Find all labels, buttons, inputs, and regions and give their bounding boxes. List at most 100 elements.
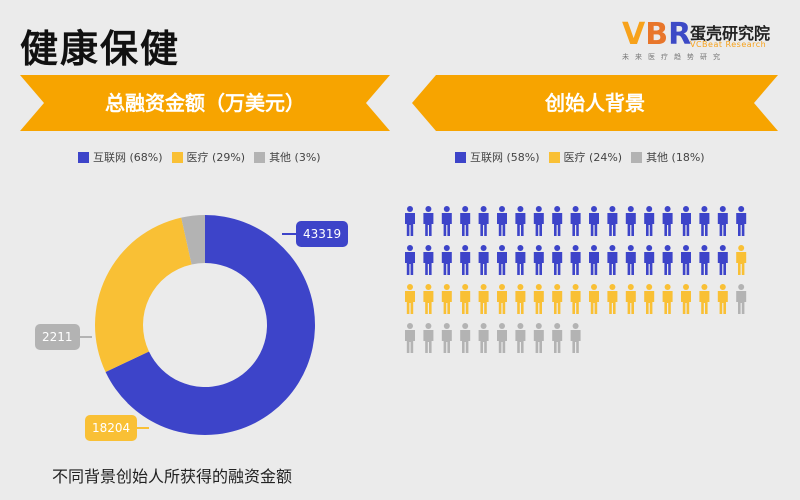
legend-swatch-other	[254, 151, 266, 163]
logo-mark-r: R	[668, 17, 692, 52]
person-icon-medical	[533, 284, 544, 314]
person-icon-internet	[589, 245, 599, 275]
person-icon-internet	[589, 206, 599, 236]
person-icon-internet	[625, 245, 636, 275]
person-icon-medical	[736, 245, 747, 275]
right-banner-title: 创始人背景	[545, 91, 645, 115]
logo-name: 蛋壳研究院	[690, 24, 771, 43]
legend-label: 互联网 (68%)	[93, 151, 163, 164]
legend-swatch-internet	[455, 151, 466, 163]
right-banner-shape	[412, 75, 778, 131]
person-icon-internet	[460, 206, 471, 236]
person-icon-internet	[736, 206, 747, 236]
person-icon-other	[405, 323, 415, 353]
left-banner-shape	[20, 75, 390, 131]
person-icon-internet	[644, 245, 655, 275]
person-icon-other	[570, 323, 581, 353]
person-icon-internet	[681, 245, 691, 275]
person-icon-internet	[644, 206, 655, 236]
person-icon-medical	[460, 284, 471, 314]
person-icon-internet	[625, 206, 636, 236]
person-icon-other	[533, 323, 544, 353]
person-icon-internet	[515, 206, 526, 236]
vcbeat-logo: VBR 蛋壳研究院 VCBeat Research 未来医疗趋势研究	[622, 18, 792, 68]
legend-swatch-medical	[171, 151, 183, 163]
legend-item-internet: 互联网 (58%)	[455, 149, 540, 165]
person-icon-internet	[607, 206, 618, 236]
person-icon-internet	[699, 206, 710, 236]
chart-caption: 不同背景创始人所获得的融资金额	[52, 467, 293, 486]
person-icon-internet	[478, 206, 489, 236]
person-icon-internet	[515, 245, 526, 275]
left-legend: 互联网 (68%) 医疗 (29%) 其他 (3%)	[78, 149, 321, 165]
person-icon-internet	[533, 245, 544, 275]
person-icon-internet	[423, 245, 434, 275]
person-icon-medical	[644, 284, 655, 314]
legend-swatch-other	[631, 151, 643, 163]
person-icon-internet	[533, 206, 544, 236]
person-icon-internet	[570, 245, 581, 275]
person-icon-internet	[423, 206, 434, 236]
legend-label: 互联网 (58%)	[470, 151, 540, 164]
right-banner: 创始人背景	[412, 75, 778, 131]
logo-mark-v: V	[622, 17, 646, 52]
left-banner-title: 总融资金额（万美元）	[105, 91, 305, 115]
person-icon-internet	[441, 206, 452, 236]
person-icon-medical	[717, 284, 728, 314]
logo-mark-b: B	[645, 17, 669, 52]
person-icon-internet	[662, 245, 673, 275]
person-icon-internet	[497, 245, 507, 275]
person-icon-medical	[441, 284, 452, 314]
founder-pictograph-chart	[405, 206, 747, 353]
person-icon-internet	[662, 206, 673, 236]
person-icon-medical	[570, 284, 581, 314]
right-legend: 互联网 (58%) 医疗 (24%) 其他 (18%)	[455, 149, 705, 165]
person-icon-medical	[607, 284, 618, 314]
person-icon-other	[460, 323, 471, 353]
person-icon-medical	[681, 284, 691, 314]
person-icon-internet	[699, 245, 710, 275]
data-label-internet: 43319	[281, 221, 349, 247]
logo-tagline: 未来医疗趋势研究	[622, 53, 726, 61]
person-icon-internet	[405, 206, 415, 236]
funding-donut-chart	[94, 215, 315, 435]
person-icon-other	[515, 323, 526, 353]
person-icon-medical	[589, 284, 599, 314]
person-icon-internet	[552, 245, 563, 275]
person-icon-medical	[497, 284, 507, 314]
person-icon-other	[497, 323, 507, 353]
person-icon-medical	[405, 284, 415, 314]
person-icon-other	[441, 323, 452, 353]
person-icon-medical	[552, 284, 563, 314]
legend-label: 医疗 (24%)	[563, 151, 623, 164]
person-icon-other	[478, 323, 489, 353]
person-icon-internet	[717, 245, 728, 275]
legend-swatch-internet	[78, 151, 89, 163]
person-icon-internet	[607, 245, 618, 275]
legend-item-medical: 医疗 (24%)	[548, 149, 623, 165]
legend-item-internet: 互联网 (68%)	[78, 149, 163, 165]
person-icon-internet	[478, 245, 489, 275]
person-icon-internet	[717, 206, 728, 236]
person-icon-other	[552, 323, 563, 353]
donut-slice-medical	[94, 217, 192, 373]
legend-item-other: 其他 (3%)	[254, 149, 321, 165]
legend-swatch-medical	[548, 151, 560, 163]
person-icon-internet	[441, 245, 452, 275]
donut-slice-other	[181, 215, 205, 265]
person-icon-medical	[699, 284, 710, 314]
person-icon-medical	[625, 284, 636, 314]
person-icon-internet	[497, 206, 507, 236]
logo-english: VCBeat Research	[690, 40, 767, 49]
legend-label: 其他 (18%)	[646, 151, 705, 164]
legend-label: 医疗 (29%)	[186, 151, 246, 164]
person-icon-medical	[478, 284, 489, 314]
data-label-medical: 18204	[85, 415, 150, 441]
person-icon-other	[423, 323, 434, 353]
person-icon-internet	[552, 206, 563, 236]
person-icon-internet	[405, 245, 415, 275]
person-icon-internet	[681, 206, 691, 236]
person-icon-internet	[570, 206, 581, 236]
person-icon-medical	[515, 284, 526, 314]
person-icon-medical	[662, 284, 673, 314]
